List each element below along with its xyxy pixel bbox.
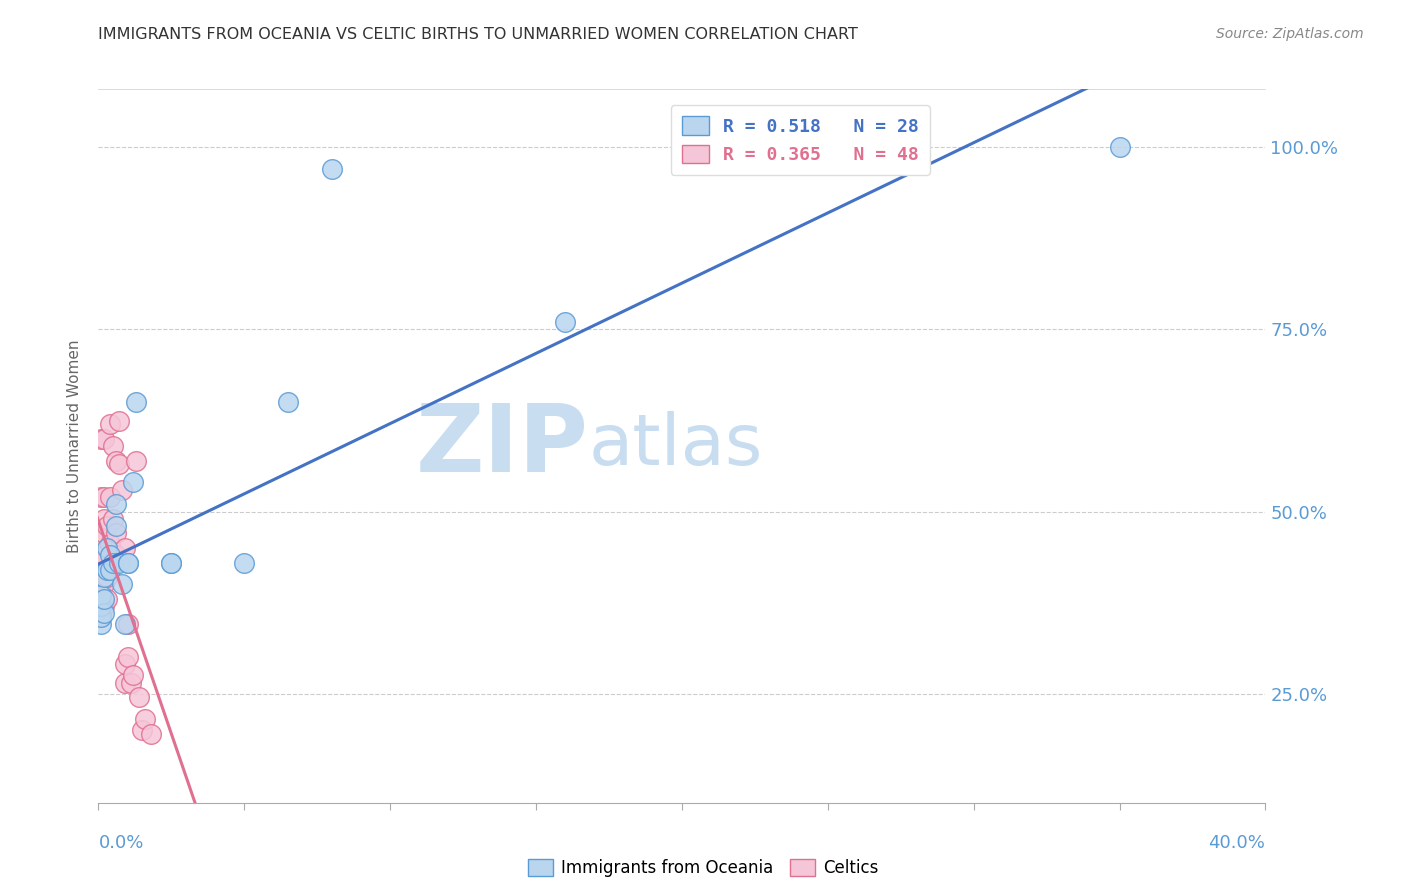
Point <box>90 490 112 504</box>
Point <box>117 556 139 570</box>
Point <box>101 556 124 570</box>
Text: 0.0%: 0.0% <box>98 834 143 852</box>
Point <box>104 453 127 467</box>
Point <box>90 588 112 602</box>
Point <box>90 610 112 624</box>
Point <box>98 417 121 432</box>
Point <box>93 432 115 446</box>
Point <box>87 591 110 606</box>
Point <box>98 548 121 562</box>
Point <box>93 490 115 504</box>
Point <box>91 556 114 570</box>
Point <box>104 519 127 533</box>
Point <box>125 395 148 409</box>
Point <box>90 610 112 624</box>
Text: atlas: atlas <box>589 411 763 481</box>
Y-axis label: Births to Unmarried Women: Births to Unmarried Women <box>67 339 83 553</box>
Text: IMMIGRANTS FROM OCEANIA VS CELTIC BIRTHS TO UNMARRIED WOMEN CORRELATION CHART: IMMIGRANTS FROM OCEANIA VS CELTIC BIRTHS… <box>98 27 858 42</box>
Point <box>233 556 256 570</box>
Point <box>114 657 136 672</box>
Point <box>128 690 150 705</box>
Point <box>101 548 124 562</box>
Point <box>108 457 131 471</box>
Point <box>125 453 148 467</box>
Point <box>96 563 118 577</box>
Point <box>122 668 145 682</box>
Point <box>96 591 118 606</box>
Point <box>90 584 112 599</box>
Point <box>160 556 183 570</box>
Point <box>108 413 131 427</box>
Point <box>111 577 134 591</box>
Point <box>93 548 115 562</box>
Point <box>90 599 112 614</box>
Point <box>90 603 112 617</box>
Point <box>98 537 121 551</box>
Point <box>120 675 142 690</box>
Point <box>93 570 115 584</box>
Point <box>90 556 112 570</box>
Point <box>93 512 115 526</box>
Point <box>117 617 139 632</box>
Point <box>104 548 127 562</box>
Point <box>104 497 127 511</box>
Point <box>139 726 162 740</box>
Point <box>96 541 118 555</box>
Point <box>93 591 115 606</box>
Point <box>131 723 153 737</box>
Point <box>108 556 131 570</box>
Point <box>89 544 111 558</box>
Legend: R = 0.518   N = 28, R = 0.365   N = 48: R = 0.518 N = 28, R = 0.365 N = 48 <box>671 105 929 175</box>
Point <box>90 432 112 446</box>
Point <box>101 439 124 453</box>
Point <box>96 570 118 584</box>
Point <box>89 570 111 584</box>
Point <box>90 617 112 632</box>
Point <box>134 712 156 726</box>
Point <box>277 395 299 409</box>
Point <box>90 570 112 584</box>
Point <box>90 596 112 610</box>
Point <box>93 607 115 621</box>
Legend: Immigrants from Oceania, Celtics: Immigrants from Oceania, Celtics <box>520 852 886 884</box>
Point <box>98 490 121 504</box>
Point <box>93 526 115 541</box>
Point <box>117 556 139 570</box>
Point <box>554 315 576 329</box>
Point <box>122 475 145 490</box>
Point <box>160 556 183 570</box>
Point <box>96 519 118 533</box>
Text: Source: ZipAtlas.com: Source: ZipAtlas.com <box>1216 27 1364 41</box>
Point <box>101 512 124 526</box>
Text: 40.0%: 40.0% <box>1209 834 1265 852</box>
Point <box>89 556 111 570</box>
Point <box>114 541 136 555</box>
Point <box>111 483 134 497</box>
Point <box>93 577 115 591</box>
Point <box>90 533 112 548</box>
Point <box>104 526 127 541</box>
Point <box>321 162 343 177</box>
Text: ZIP: ZIP <box>416 400 589 492</box>
Point <box>98 563 121 577</box>
Point <box>117 650 139 665</box>
Point <box>1108 140 1130 154</box>
Point <box>114 675 136 690</box>
Point <box>93 599 115 614</box>
Point <box>114 617 136 632</box>
